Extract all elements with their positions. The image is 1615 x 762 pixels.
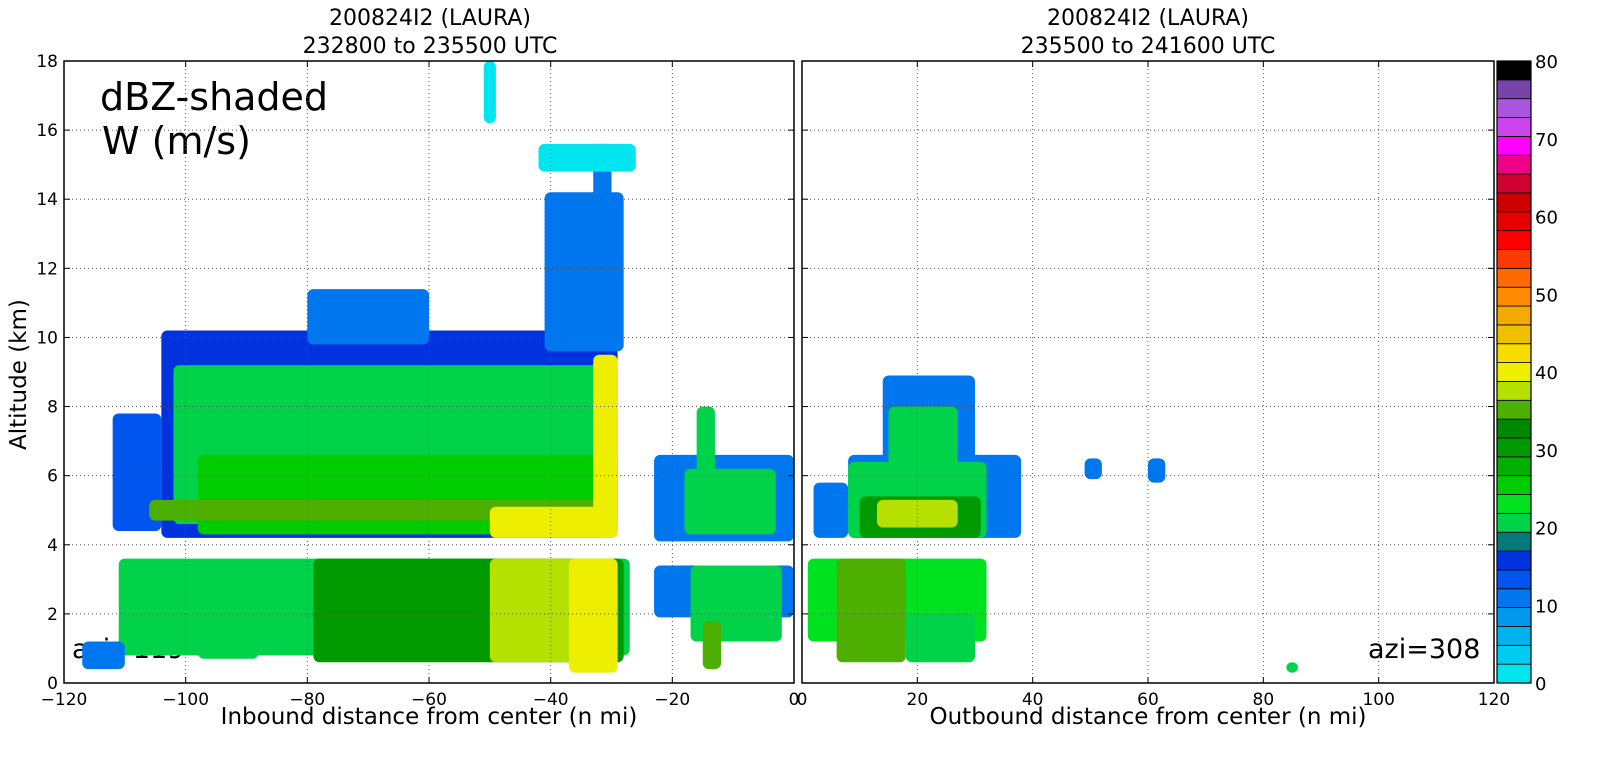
dbz-region bbox=[905, 613, 975, 663]
x-tick-label: 0 bbox=[797, 690, 808, 710]
x-tick-label: 0 bbox=[789, 690, 800, 710]
x-tick-label: −40 bbox=[533, 690, 569, 710]
dbz-region bbox=[82, 641, 125, 670]
dbz-region bbox=[483, 61, 496, 124]
dbz-region bbox=[593, 354, 618, 538]
x-tick-label: −60 bbox=[411, 690, 447, 710]
x-tick-label: 80 bbox=[1253, 690, 1275, 710]
x-tick-label: 120 bbox=[1478, 690, 1510, 710]
dbz-region bbox=[197, 627, 259, 659]
colorbar-segment bbox=[1496, 381, 1532, 401]
colorbar-segment bbox=[1496, 437, 1532, 458]
y-tick-label: 0 bbox=[47, 674, 58, 694]
colorbar-tick-label: 10 bbox=[1535, 596, 1558, 617]
x-tick-label: 40 bbox=[1022, 690, 1044, 710]
colorbar-segment bbox=[1496, 418, 1532, 439]
colorbar-segment bbox=[1496, 626, 1532, 646]
dbz-region bbox=[1148, 458, 1166, 483]
colorbar-segment bbox=[1496, 135, 1532, 156]
dbz-region bbox=[1286, 662, 1298, 673]
colorbar-segment bbox=[1496, 305, 1532, 326]
colorbar-tick-label: 80 bbox=[1535, 52, 1558, 73]
x-tick-label: 100 bbox=[1362, 690, 1394, 710]
colorbar-segment bbox=[1496, 324, 1532, 345]
x-tick-label: −100 bbox=[162, 690, 209, 710]
x-tick-label: 60 bbox=[1137, 690, 1159, 710]
x-tick-label: −20 bbox=[654, 690, 690, 710]
colorbar-segment bbox=[1496, 644, 1532, 665]
colorbar-segment bbox=[1496, 456, 1532, 477]
colorbar-segment bbox=[1496, 267, 1532, 288]
colorbar: 0 10 20 30 40 50 60 70 80 bbox=[1496, 52, 1558, 695]
colorbar-segment bbox=[1496, 512, 1532, 533]
y-tick-label: 14 bbox=[36, 190, 58, 210]
y-tick-label: 6 bbox=[47, 467, 58, 487]
dbz-shaded-annotation: dBZ-shaded bbox=[100, 75, 329, 119]
dbz-region bbox=[568, 558, 618, 673]
y-tick-label: 12 bbox=[36, 259, 58, 279]
colorbar-tick-label: 60 bbox=[1535, 208, 1558, 229]
dbz-region bbox=[888, 406, 958, 493]
left-subtitle: 232800 to 235500 UTC bbox=[302, 34, 558, 59]
colorbar-segment bbox=[1496, 286, 1532, 307]
colorbar-segment bbox=[1496, 588, 1532, 609]
y-tick-label: 2 bbox=[47, 605, 58, 625]
dbz-region bbox=[538, 143, 636, 172]
colorbar-segment bbox=[1496, 154, 1532, 175]
dbz-region bbox=[813, 482, 849, 538]
colorbar-segment bbox=[1496, 79, 1532, 100]
colorbar-segment bbox=[1496, 569, 1532, 590]
colorbar-segment bbox=[1496, 550, 1532, 571]
colorbar-tick-label: 70 bbox=[1535, 130, 1558, 151]
dbz-region bbox=[307, 289, 429, 345]
colorbar-segment bbox=[1496, 475, 1532, 495]
colorbar-segment bbox=[1496, 98, 1532, 118]
dbz-region bbox=[1084, 458, 1102, 480]
colorbar-segment bbox=[1496, 607, 1532, 627]
dbz-region bbox=[696, 406, 715, 528]
colorbar-segment bbox=[1496, 249, 1532, 269]
left-title: 200824I2 (LAURA) bbox=[329, 6, 531, 31]
colorbar-segment bbox=[1496, 230, 1532, 250]
colorbar-tick-label: 40 bbox=[1535, 363, 1558, 384]
x-tick-label: −80 bbox=[289, 690, 325, 710]
dbz-region bbox=[112, 413, 162, 531]
colorbar-segment bbox=[1496, 531, 1532, 552]
panel-inbound: −120 −100 −80 −60 −40 −20 0 0 2 4 6 8 10 12 14 16 18 bbox=[36, 52, 799, 710]
dbz-region bbox=[836, 558, 906, 663]
y-tick-label: 4 bbox=[47, 536, 58, 556]
colorbar-frame bbox=[1496, 60, 1532, 684]
right-subtitle: 235500 to 241600 UTC bbox=[1020, 34, 1276, 59]
left-x-axis-label: Inbound distance from center (n mi) bbox=[220, 704, 638, 730]
colorbar-segment bbox=[1496, 494, 1532, 514]
dbz-region bbox=[489, 506, 618, 538]
x-tick-label: 20 bbox=[907, 690, 929, 710]
panel-outbound: 0 20 40 60 80 100 120 bbox=[797, 60, 1510, 710]
dbz-region bbox=[544, 192, 624, 352]
colorbar-segment bbox=[1496, 117, 1532, 137]
y-tick-label: 10 bbox=[36, 328, 58, 348]
colorbar-tick-label: 50 bbox=[1535, 285, 1558, 306]
colorbar-tick-label: 20 bbox=[1535, 519, 1558, 540]
right-x-axis-label: Outbound distance from center (n mi) bbox=[929, 704, 1367, 730]
w-annotation: W (m/s) bbox=[102, 119, 251, 163]
colorbar-segment bbox=[1496, 663, 1532, 684]
colorbar-segment bbox=[1496, 362, 1532, 382]
colorbar-tick-label: 30 bbox=[1535, 441, 1558, 462]
colorbar-segment bbox=[1496, 211, 1532, 232]
colorbar-segment bbox=[1496, 399, 1532, 420]
right-title: 200824I2 (LAURA) bbox=[1047, 6, 1249, 31]
y-tick-label: 16 bbox=[36, 121, 58, 141]
x-tick-label: −120 bbox=[41, 690, 88, 710]
colorbar-segment bbox=[1496, 173, 1532, 194]
y-tick-label: 8 bbox=[47, 398, 58, 418]
colorbar-segment bbox=[1496, 192, 1532, 213]
colorbar-tick-label: 0 bbox=[1535, 674, 1546, 695]
y-tick-label: 18 bbox=[36, 52, 58, 72]
colorbar-segment bbox=[1496, 60, 1532, 81]
colorbar-segment bbox=[1496, 343, 1532, 363]
right-azimuth-label: azi=308 bbox=[1368, 634, 1481, 665]
dbz-region bbox=[702, 620, 721, 670]
